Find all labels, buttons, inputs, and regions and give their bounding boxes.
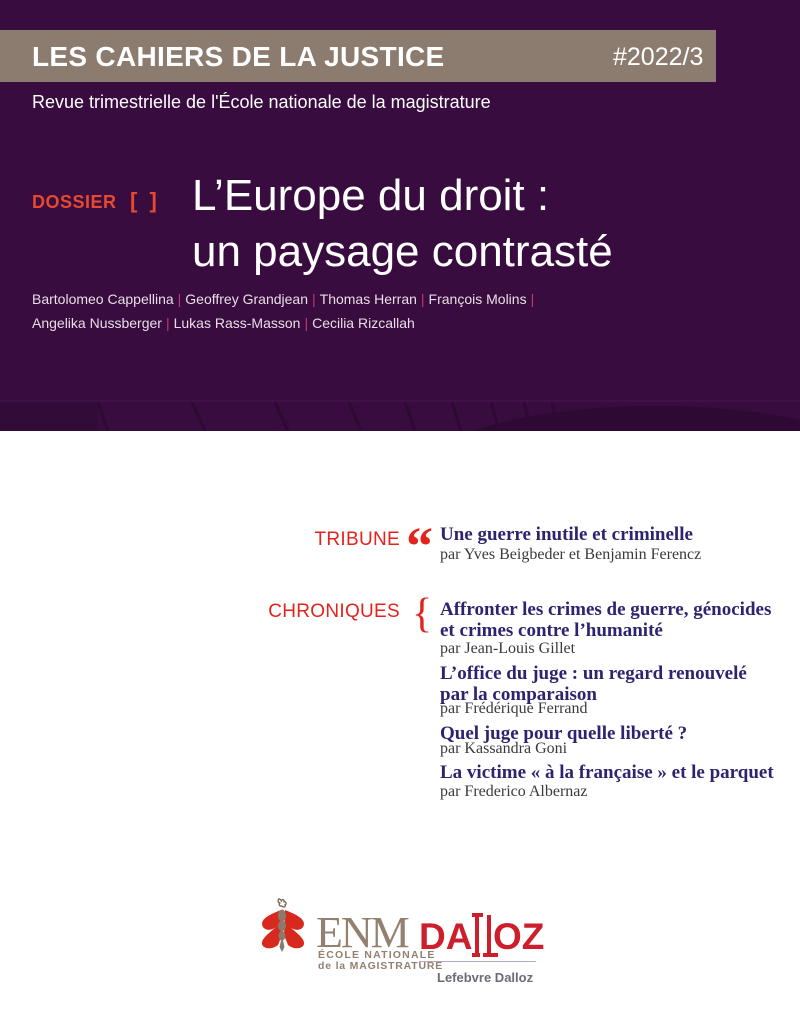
svg-text:OZ: OZ: [493, 916, 544, 957]
svg-text:DA: DA: [419, 916, 472, 957]
